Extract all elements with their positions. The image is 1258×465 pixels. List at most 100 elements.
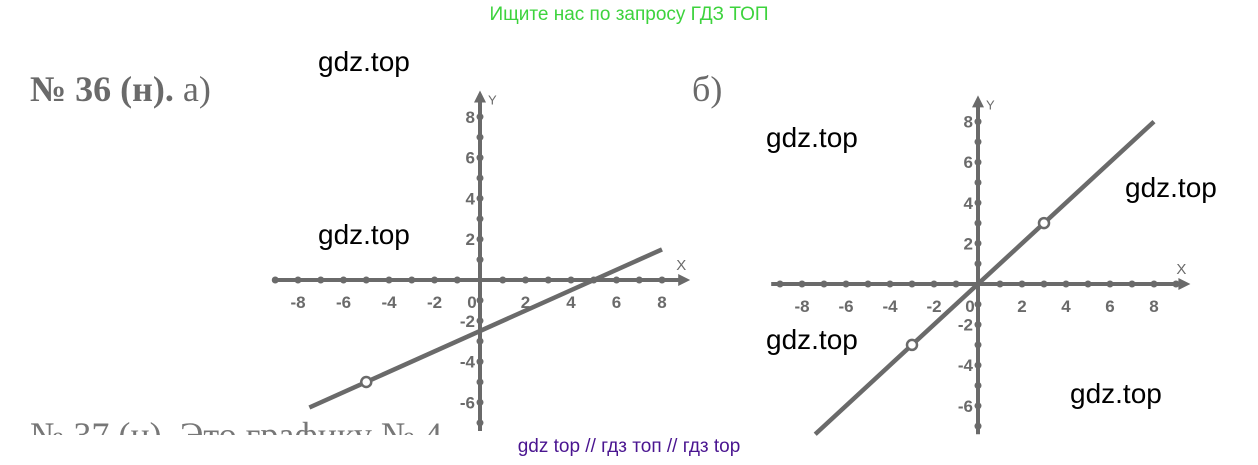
x-tick [1040, 280, 1048, 288]
y-tick [974, 219, 982, 227]
x-tick [544, 276, 552, 284]
y-tick [974, 300, 982, 308]
y-tick [974, 239, 982, 247]
problem-heading: № 36 (н). а) [30, 68, 211, 110]
y-tick [974, 422, 982, 430]
marked-point [1037, 216, 1051, 230]
y-tick-label: -6 [460, 393, 475, 412]
x-tick-label: 0 [965, 297, 974, 316]
x-tick-label: -6 [838, 297, 853, 316]
x-tick [453, 276, 461, 284]
y-tick [974, 118, 982, 126]
y-tick [476, 154, 484, 162]
x-tick-label: 8 [657, 293, 666, 312]
x-tick [431, 276, 438, 284]
x-tick-label: -8 [290, 293, 305, 312]
y-axis-label: Y [488, 92, 497, 107]
x-tick-label: -6 [336, 293, 351, 312]
x-tick [996, 280, 1004, 288]
y-tick-label: -2 [958, 316, 973, 335]
y-tick-label: 8 [466, 108, 475, 127]
y-tick-label: 2 [466, 230, 475, 249]
x-tick-label: 4 [1061, 297, 1071, 316]
y-tick [974, 260, 982, 268]
x-tick-label: 2 [1017, 297, 1026, 316]
y-tick-label: -2 [460, 312, 475, 331]
y-tick [476, 256, 484, 264]
y-tick [974, 382, 982, 389]
x-tick [613, 276, 620, 284]
x-tick [886, 280, 894, 288]
y-axis-arrow [972, 95, 984, 108]
y-tick [476, 378, 484, 386]
y-tick-label: -4 [958, 356, 974, 375]
y-tick-label: 8 [964, 113, 973, 132]
y-tick [476, 358, 484, 366]
y-tick [476, 317, 484, 325]
series-line [813, 119, 1156, 436]
y-tick [476, 419, 484, 427]
y-tick-label: 4 [964, 194, 974, 213]
search-banner[interactable]: Ищите нас по запросу ГДЗ ТОП [489, 4, 769, 25]
watermark: gdz.top [1125, 172, 1217, 203]
x-tick [930, 280, 938, 288]
y-tick [476, 235, 484, 243]
y-tick [974, 341, 982, 349]
x-tick [1172, 280, 1180, 288]
x-tick [1128, 280, 1136, 288]
x-tick [340, 276, 347, 284]
y-tick [476, 194, 484, 202]
y-tick [476, 174, 484, 182]
x-tick-label: 2 [521, 293, 530, 312]
part-b-label: б) [692, 69, 723, 109]
y-tick [476, 215, 484, 223]
y-tick-label: -4 [460, 353, 476, 372]
x-tick [317, 276, 325, 284]
x-tick [658, 276, 666, 284]
x-tick-label: -2 [427, 293, 442, 312]
x-tick [952, 280, 960, 288]
x-tick [820, 280, 828, 288]
y-tick-label: 2 [964, 234, 973, 253]
x-axis-label: X [676, 257, 686, 274]
x-tick-label: -4 [882, 297, 898, 316]
y-tick [974, 199, 982, 207]
y-tick [974, 158, 982, 166]
y-tick [974, 361, 982, 369]
x-tick-label: -2 [926, 297, 941, 316]
y-tick [974, 402, 982, 410]
x-tick-label: 6 [612, 293, 621, 312]
x-tick [522, 276, 529, 284]
x-axis-arrow [1178, 278, 1191, 290]
x-tick-label: -8 [794, 297, 809, 316]
x-axis-label: X [1176, 261, 1186, 278]
watermark: gdz.top [318, 46, 410, 77]
next-problem-heading: № 37 (н). Это графику № 4 [30, 415, 443, 435]
x-axis-arrow [678, 274, 691, 286]
watermark: gdz.top [1070, 378, 1162, 409]
x-tick [1150, 280, 1158, 288]
x-tick [864, 280, 872, 288]
x-tick [1062, 280, 1070, 288]
x-tick [776, 280, 784, 288]
marked-point [905, 338, 919, 352]
y-tick-label: 6 [466, 149, 475, 168]
y-tick [974, 138, 982, 146]
x-tick [1084, 280, 1092, 288]
x-tick [842, 280, 850, 288]
y-tick [476, 337, 484, 345]
problem-number: № 36 (н). [30, 69, 174, 109]
x-tick-label: 6 [1105, 297, 1114, 316]
x-tick-label: -4 [381, 293, 397, 312]
y-tick [476, 398, 484, 406]
x-tick [499, 276, 507, 284]
y-tick [476, 296, 484, 304]
part-a-label: а) [182, 69, 211, 109]
footer-links[interactable]: gdz top // гдз топ // гдз top [517, 436, 741, 457]
y-tick-label: 4 [466, 189, 476, 208]
y-tick [476, 113, 484, 121]
watermark: gdz.top [766, 122, 858, 153]
watermark: gdz.top [766, 324, 858, 355]
x-tick [408, 276, 416, 284]
